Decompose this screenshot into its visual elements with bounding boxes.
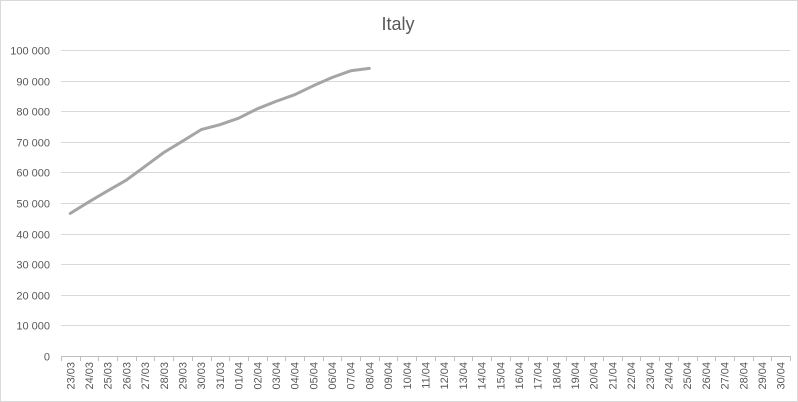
- x-tick-label: 31/03: [215, 362, 227, 390]
- y-tick-label: 40 000: [16, 230, 50, 242]
- x-tick-label: 06/04: [327, 362, 339, 390]
- y-tick-label: 70 000: [16, 138, 50, 150]
- x-tick-label: 26/03: [121, 362, 133, 390]
- x-tick-label: 28/03: [159, 362, 171, 390]
- y-tick-label: 90 000: [16, 77, 50, 89]
- y-axis-ticks: 0 10 000 20 000 30 000 40 000 50 000 60 000 70 …: [10, 46, 50, 364]
- x-tick-label: 23/03: [65, 362, 77, 390]
- x-axis: 23/03 24/03 25/03 26/03 27/03 28/03 29/03 30/03…: [61, 356, 791, 390]
- x-tick-label: 24/03: [84, 362, 96, 390]
- x-tick-label: 26/04: [701, 362, 713, 390]
- x-tick-label: 18/04: [551, 362, 563, 390]
- y-tick-label: 0: [44, 352, 50, 364]
- x-tick-label: 24/04: [664, 362, 676, 390]
- x-tick-label: 02/04: [252, 362, 264, 390]
- y-tick-label: 60 000: [16, 168, 50, 180]
- x-tick-label: 14/04: [477, 362, 489, 390]
- x-tick-label: 27/03: [140, 362, 152, 390]
- y-tick-label: 30 000: [16, 260, 50, 272]
- x-tick-label: 25/03: [103, 362, 115, 390]
- y-tick-label: 80 000: [16, 107, 50, 119]
- x-tick-label: 03/04: [271, 362, 283, 390]
- x-tick-label: 20/04: [589, 362, 601, 390]
- x-tick-label: 10/04: [402, 362, 414, 390]
- x-tick-label: 30/04: [776, 362, 788, 390]
- x-tick-label: 04/04: [290, 362, 302, 390]
- x-tick-label: 29/04: [757, 362, 769, 390]
- x-tick-label: 15/04: [495, 362, 507, 390]
- x-tick-label: 27/04: [720, 362, 732, 390]
- y-tick-label: 10 000: [16, 321, 50, 333]
- x-tick-label: 05/04: [308, 362, 320, 390]
- x-tick-label: 29/03: [178, 362, 190, 390]
- x-tick-label: 16/04: [514, 362, 526, 390]
- y-tick-label: 100 000: [10, 46, 50, 58]
- x-tick-label: 13/04: [458, 362, 470, 390]
- x-tick-label: 09/04: [383, 362, 395, 390]
- x-tick-label: 11/04: [421, 362, 433, 389]
- series-layer: [68, 66, 371, 215]
- x-tick-label: 22/04: [626, 362, 638, 390]
- x-tick-label: 30/03: [196, 362, 208, 390]
- x-tick-label: 23/04: [645, 362, 657, 390]
- x-tick-label: 25/04: [682, 362, 694, 390]
- x-tick-label: 19/04: [570, 362, 582, 390]
- y-tick-label: 50 000: [16, 199, 50, 211]
- series-line: [68, 66, 371, 215]
- x-tick-label: 01/04: [234, 362, 246, 390]
- x-tick-label: 12/04: [439, 362, 451, 390]
- y-tick-label: 20 000: [16, 291, 50, 303]
- x-tick-label: 07/04: [346, 362, 358, 390]
- x-tick-label: 17/04: [533, 362, 545, 390]
- x-tick-label: 08/04: [364, 362, 376, 390]
- x-tick-label: 21/04: [607, 362, 619, 390]
- chart-title: Italy: [381, 14, 414, 34]
- x-tick-label: 28/04: [738, 362, 750, 390]
